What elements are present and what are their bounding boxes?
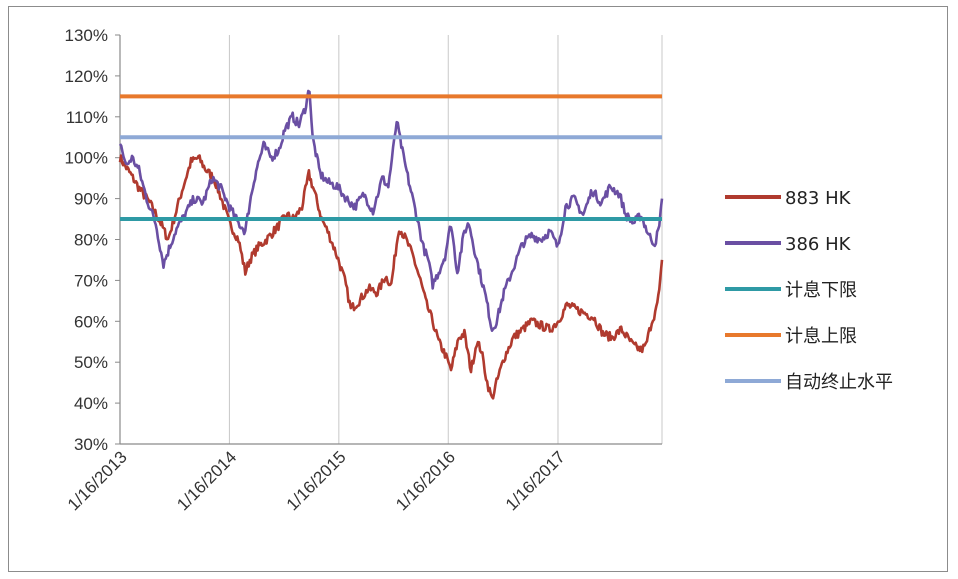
legend-label: 计息下限	[785, 280, 857, 301]
y-tick-label: 90%	[74, 190, 108, 209]
series-lines	[118, 89, 664, 400]
y-tick-label: 40%	[74, 394, 108, 413]
y-tick-label: 50%	[74, 353, 108, 372]
y-tick-label: 130%	[65, 26, 108, 45]
legend-label: 386 HK	[785, 234, 852, 255]
y-tick-label: 60%	[74, 312, 108, 331]
x-tick-label: 1/16/2014	[173, 447, 240, 514]
x-tick-label: 1/16/2013	[64, 447, 131, 514]
x-axis-tick-labels: 1/16/2013 1/16/2014 1/16/2015 1/16/2016 1/16…	[64, 447, 569, 514]
y-tick-label: 110%	[66, 108, 108, 127]
series-line-1	[118, 89, 664, 332]
chart-plot: 30% 40% 50% 60% 70% 80% 90% 100% 110% 120% 130% 1/…	[64, 26, 664, 514]
x-tick-label: 1/16/2017	[502, 447, 569, 514]
legend-label: 883 HK	[785, 188, 852, 209]
y-tick-label: 30%	[74, 435, 108, 454]
y-tick-label: 80%	[74, 231, 108, 250]
chart-frame	[8, 6, 948, 572]
x-tick-label: 1/16/2016	[392, 447, 459, 514]
x-tick-label: 1/16/2015	[283, 447, 350, 514]
legend-label: 计息上限	[785, 326, 857, 347]
y-tick-label: 100%	[65, 149, 108, 168]
y-axis-tick-labels: 30% 40% 50% 60% 70% 80% 90% 100% 110% 120% 130%	[65, 26, 120, 454]
legend-label: 自动终止水平	[785, 372, 893, 393]
series-line-0	[118, 154, 664, 400]
y-tick-label: 120%	[65, 67, 108, 86]
y-tick-label: 70%	[74, 271, 108, 290]
